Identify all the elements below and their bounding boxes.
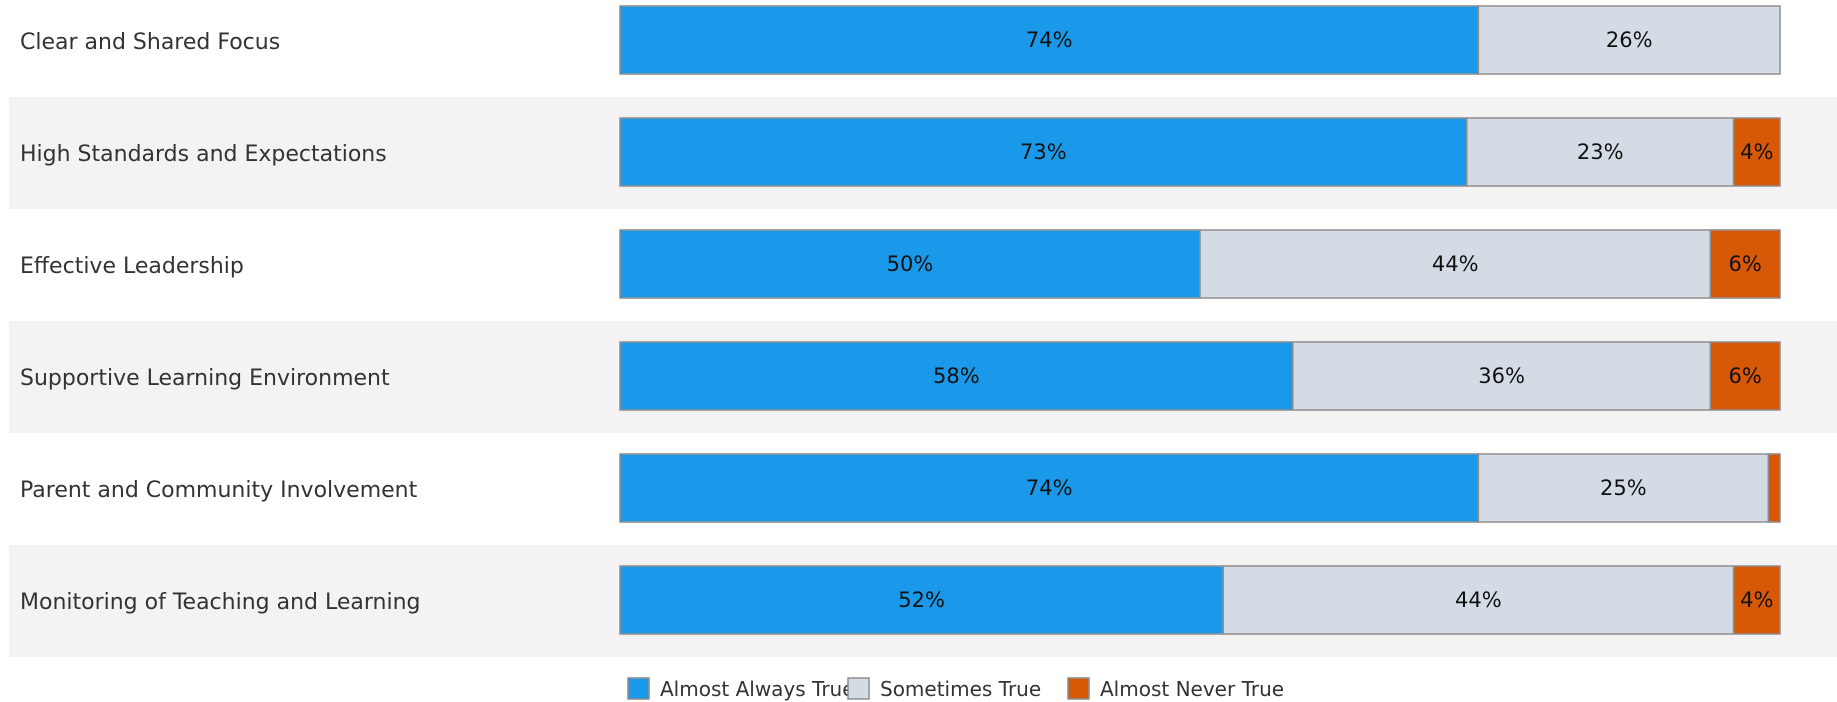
bar-segment (1767, 453, 1781, 523)
chart-rows: Clear and Shared Focus 74% 26% High Standar… (20, 5, 1781, 635)
chart-row: Effective Leadership 50% 44% 6% (20, 229, 1781, 299)
category-label: Clear and Shared Focus (20, 30, 280, 55)
data-label: 25% (1600, 476, 1647, 500)
bar-segment (619, 5, 1480, 75)
bar-segment (1477, 5, 1781, 75)
category-label: Monitoring of Teaching and Learning (20, 590, 421, 615)
category-label: Supportive Learning Environment (20, 366, 390, 391)
bar-segment (1732, 117, 1781, 187)
bar-segment (1222, 565, 1735, 635)
data-label: 4% (1740, 140, 1773, 164)
legend-label: Sometimes True (880, 677, 1041, 701)
bar-segment (619, 565, 1224, 635)
data-label: 44% (1432, 252, 1479, 276)
data-label: 50% (887, 252, 934, 276)
data-label: 6% (1729, 364, 1762, 388)
bar-segment (1732, 565, 1781, 635)
chart-row: High Standards and Expectations 73% 23% 4% (20, 117, 1781, 187)
data-label: 73% (1020, 140, 1067, 164)
bar-segment (619, 341, 1294, 411)
legend-item: Almost Never True (1067, 677, 1284, 701)
legend: Almost Always True Sometimes True Almost N… (627, 677, 1284, 701)
chart-row: Monitoring of Teaching and Learning 52% 44… (20, 565, 1781, 635)
bar-segment (619, 229, 1201, 299)
data-label: 26% (1606, 28, 1653, 52)
bar-segment (1709, 229, 1781, 299)
data-label: 74% (1026, 28, 1073, 52)
category-label: Parent and Community Involvement (20, 478, 418, 503)
legend-swatch (847, 677, 870, 700)
legend-item: Sometimes True (847, 677, 1041, 701)
bar-segment (1199, 229, 1712, 299)
chart-row: Parent and Community Involvement 74% 25% (20, 453, 1781, 523)
category-label: Effective Leadership (20, 254, 244, 279)
bar-segment (1477, 453, 1770, 523)
legend-swatch (1067, 677, 1090, 700)
category-label: High Standards and Expectations (20, 142, 387, 167)
legend-swatch (627, 677, 650, 700)
legend-item: Almost Always True (627, 677, 855, 701)
data-label: 36% (1478, 364, 1525, 388)
bar-segment (1466, 117, 1735, 187)
bar-segment (619, 117, 1468, 187)
bar-segment (619, 453, 1480, 523)
data-label: 52% (898, 588, 945, 612)
chart-row: Supportive Learning Environment 58% 36% 6% (20, 341, 1781, 411)
data-label: 74% (1026, 476, 1073, 500)
data-label: 4% (1740, 588, 1773, 612)
bar-segment (1709, 341, 1781, 411)
legend-label: Almost Never True (1100, 677, 1284, 701)
data-label: 58% (933, 364, 980, 388)
legend-label: Almost Always True (660, 677, 855, 701)
data-label: 6% (1729, 252, 1762, 276)
bar-segment (1292, 341, 1712, 411)
chart-row: Clear and Shared Focus 74% 26% (20, 5, 1781, 75)
data-label: 23% (1577, 140, 1624, 164)
data-label: 44% (1455, 588, 1502, 612)
